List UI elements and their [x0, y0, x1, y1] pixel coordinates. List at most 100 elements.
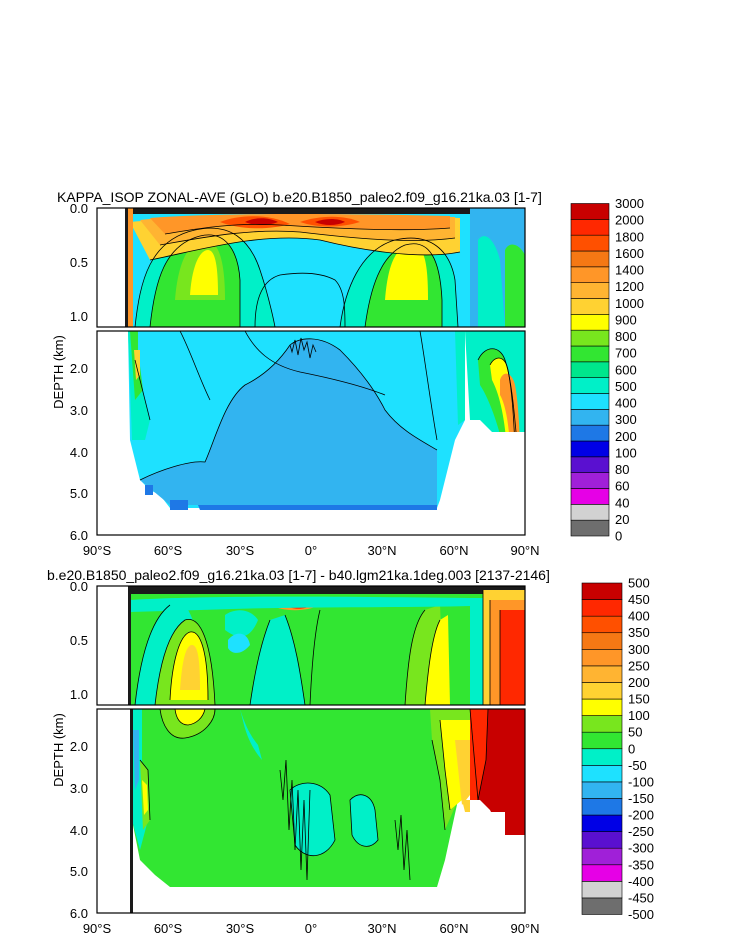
colorbar-swatch [570, 456, 610, 473]
panel-1-xtick: 0° [305, 543, 317, 558]
colorbar-swatch [570, 298, 610, 315]
colorbar-swatch [581, 715, 623, 733]
panel-1-ytick: 4.0 [70, 445, 88, 460]
panel-1-lower-frame [96, 330, 526, 536]
panel-2-ytick: 3.0 [70, 781, 88, 796]
colorbar-swatch [581, 632, 623, 650]
colorbar-swatch [570, 234, 610, 252]
colorbar-label: 1400 [615, 263, 644, 278]
panel-2-lower-field [97, 709, 525, 913]
panel-1-ytick: 1.0 [70, 309, 88, 324]
colorbar-swatch [570, 504, 610, 521]
colorbar-label: 150 [628, 692, 650, 707]
colorbar-label: 350 [628, 625, 650, 640]
panel-2-upper-frame [96, 585, 526, 706]
panel-1-xtick: 60°N [439, 543, 468, 558]
panel-1-title: KAPPA_ISOP ZONAL-AVE (GLO) b.e20.B1850_p… [57, 189, 542, 205]
colorbar-swatch [570, 203, 610, 220]
colorbar-label: 250 [628, 658, 650, 673]
colorbar-label: 2000 [615, 213, 644, 228]
panel-2-ytick: 2.0 [70, 739, 88, 754]
colorbar-swatch [570, 377, 610, 394]
panel-2-ylabel: DEPTH (km) [51, 713, 66, 787]
panel-1-xtick: 90°S [83, 543, 112, 558]
panel-2-xtick: 60°N [439, 921, 468, 936]
panel-2-xtick: 30°N [367, 921, 396, 936]
panel-2-xtick: 90°S [83, 921, 112, 936]
colorbar-label: -500 [628, 907, 654, 922]
colorbar-label: 20 [615, 512, 629, 527]
panel-1-xtick: 30°S [226, 543, 255, 558]
panel-2-ytick: 4.0 [70, 823, 88, 838]
colorbar-label: 0 [628, 741, 635, 756]
panel-1-upper-frame [96, 207, 526, 328]
colorbar-swatch [570, 282, 610, 299]
colorbar-label: 100 [628, 708, 650, 723]
colorbar-label: 50 [628, 725, 642, 740]
panel-1-ylabel: DEPTH (km) [51, 335, 66, 409]
panel-1-ytick: 5.0 [70, 486, 88, 501]
colorbar-label: 400 [615, 396, 637, 411]
panel-2-xtick: 60°S [154, 921, 183, 936]
colorbar-swatch [581, 814, 623, 832]
colorbar-swatch [570, 250, 610, 268]
colorbar-label: 1800 [615, 229, 644, 244]
colorbar-swatch [581, 682, 623, 700]
panel-1-xtick: 30°N [367, 543, 396, 558]
colorbar-swatch [581, 615, 623, 634]
colorbar-label: 80 [615, 462, 629, 477]
colorbar-label: 300 [628, 642, 650, 657]
colorbar-label: 900 [615, 312, 637, 327]
colorbar-label: 300 [615, 412, 637, 427]
colorbar-label: 800 [615, 329, 637, 344]
colorbar-swatch [570, 424, 610, 442]
panel-2-upper-field [97, 586, 525, 705]
panel-2-lower-frame [96, 708, 526, 914]
colorbar-swatch [570, 393, 610, 410]
colorbar-swatch [570, 361, 610, 378]
colorbar-swatch [570, 219, 610, 236]
colorbar-swatch [581, 582, 623, 600]
panel-2-ytick: 0.0 [70, 579, 88, 594]
colorbar-label: -100 [628, 774, 654, 789]
colorbar-label: 500 [615, 379, 637, 394]
colorbar-label: 40 [615, 495, 629, 510]
colorbar-swatch [570, 345, 610, 363]
colorbar-swatch [570, 314, 610, 331]
colorbar-label: 0 [615, 529, 622, 544]
colorbar-swatch [581, 599, 623, 617]
panel-1-ytick: 3.0 [70, 403, 88, 418]
colorbar-swatch [581, 731, 623, 750]
panel-2-ytick: 6.0 [70, 906, 88, 921]
panel-2-xtick: 30°S [226, 921, 255, 936]
colorbar-label: 600 [615, 362, 637, 377]
colorbar-swatch [581, 765, 623, 783]
panel-1-lower-field [97, 331, 525, 535]
panel-1-ytick: 2.0 [70, 361, 88, 376]
panel-1-xtick: 60°S [154, 543, 183, 558]
colorbar-swatch [581, 831, 623, 849]
colorbar-swatch [581, 698, 623, 716]
colorbar-swatch [581, 798, 623, 816]
panel-1-ytick: 6.0 [70, 528, 88, 543]
colorbar-label: 200 [615, 429, 637, 444]
panel-2-ytick: 5.0 [70, 864, 88, 879]
panel-2-colorbar: -500-450-400-350-300-250-200-150-100-500… [581, 576, 654, 922]
panel-2-xtick: 90°N [510, 921, 539, 936]
colorbar-label: 450 [628, 592, 650, 607]
colorbar-swatch [570, 266, 610, 283]
panel-1-ytick: 0.0 [70, 201, 88, 216]
colorbar-label: 200 [628, 675, 650, 690]
colorbar-swatch [570, 488, 610, 505]
colorbar-label: 1000 [615, 296, 644, 311]
colorbar-swatch [581, 665, 623, 683]
colorbar-label: 1200 [615, 279, 644, 294]
panel-2-ytick: 0.5 [70, 633, 88, 648]
colorbar-swatch [581, 881, 623, 899]
colorbar-label: -400 [628, 874, 654, 889]
colorbar-swatch [570, 409, 610, 426]
colorbar-label: 500 [628, 576, 650, 591]
colorbar-label: -300 [628, 841, 654, 856]
panel-2-ytick: 1.0 [70, 687, 88, 702]
